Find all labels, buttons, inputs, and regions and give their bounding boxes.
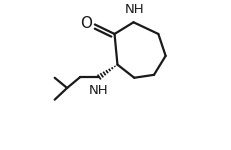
Text: NH: NH	[88, 84, 108, 97]
Text: O: O	[80, 16, 92, 31]
Text: NH: NH	[125, 3, 144, 16]
